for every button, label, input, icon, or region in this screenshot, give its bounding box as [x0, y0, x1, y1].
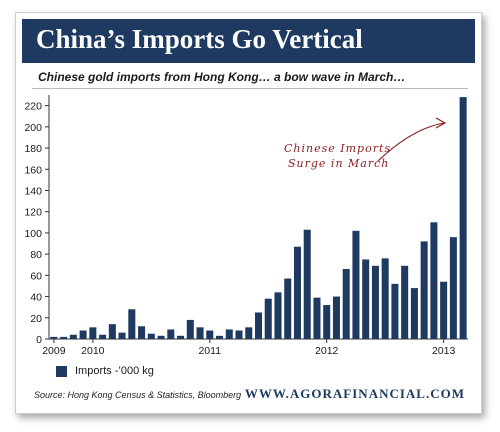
- title-banner: China’s Imports Go Vertical: [22, 19, 475, 63]
- y-tick-label: 180: [24, 143, 42, 155]
- bar: [225, 329, 233, 339]
- bar: [69, 334, 77, 339]
- bar-series: [50, 97, 467, 340]
- bar: [50, 336, 58, 339]
- chart-annotation: Chinese Imports Surge in March: [284, 117, 447, 170]
- x-axis: 2009 2010 2011 2012 2013: [42, 338, 468, 357]
- chart-subtitle: Chinese gold imports from Hong Kong… a b…: [38, 70, 406, 84]
- bar: [196, 327, 204, 339]
- legend-swatch: [56, 365, 67, 377]
- bar: [381, 258, 389, 339]
- bar: [410, 288, 418, 339]
- bar: [449, 237, 457, 339]
- bar: [284, 278, 292, 339]
- y-tick-label: 20: [30, 313, 42, 325]
- bar: [254, 312, 263, 339]
- bar: [147, 333, 155, 339]
- y-tick-label: 60: [30, 270, 42, 282]
- bar: [352, 230, 360, 339]
- bar: [420, 241, 428, 339]
- bar: [118, 332, 126, 339]
- chart-title: China’s Imports Go Vertical: [36, 24, 363, 54]
- bar: [99, 334, 107, 339]
- bar: [371, 265, 379, 339]
- bar: [206, 330, 214, 339]
- bar: [323, 305, 331, 339]
- annotation-line-1: Chinese Imports: [284, 142, 391, 155]
- bar: [167, 329, 175, 339]
- y-tick-label: 120: [24, 207, 42, 219]
- x-tick-label: 2013: [432, 345, 456, 357]
- x-tick-label: 2012: [315, 345, 339, 357]
- bar: [274, 292, 282, 339]
- bar: [342, 268, 350, 339]
- y-tick-label: 40: [30, 292, 42, 304]
- x-tick-label: 2009: [42, 345, 66, 357]
- bar: [186, 319, 194, 339]
- annotation-arrowhead: [435, 117, 447, 129]
- bar: [459, 97, 467, 340]
- bar: [391, 283, 399, 339]
- y-tick-label: 140: [24, 185, 42, 197]
- legend: Imports -’000 kg: [56, 365, 154, 377]
- bar: [332, 296, 340, 339]
- bar: [177, 335, 185, 339]
- annotation-arrow: [377, 122, 445, 162]
- bar: [430, 222, 438, 339]
- bar: [245, 327, 253, 339]
- bar: [216, 335, 224, 339]
- bar: [293, 246, 301, 339]
- y-tick-label: 100: [24, 228, 42, 240]
- bar: [138, 326, 146, 339]
- bar: [89, 327, 97, 339]
- bar: [264, 298, 272, 339]
- y-tick-label: 200: [24, 122, 42, 134]
- bar: [362, 259, 370, 339]
- annotation-line-2: Surge in March: [288, 157, 389, 170]
- chart-card: China’s Imports Go Vertical Chinese gold…: [15, 12, 482, 414]
- y-tick-label: 0: [36, 334, 42, 346]
- legend-label: Imports -’000 kg: [75, 365, 154, 377]
- source-note: Source: Hong Kong Census & Statistics, B…: [34, 390, 242, 400]
- x-tick-label: 2010: [81, 345, 105, 357]
- subtitle-divider: [32, 88, 468, 89]
- y-tick-label: 80: [30, 249, 42, 261]
- bar: [303, 229, 311, 339]
- bar: [401, 265, 409, 339]
- bar: [313, 297, 321, 339]
- y-tick-label: 220: [24, 101, 42, 113]
- y-axis: 0 20 40 60 80 100 120 140 160 180 200 220: [24, 95, 50, 346]
- x-tick-label: 2011: [198, 345, 221, 357]
- bar: [157, 335, 165, 339]
- bar: [128, 309, 136, 339]
- bar: [108, 324, 116, 339]
- bar: [79, 330, 87, 339]
- bar: [235, 330, 243, 339]
- site-url: WWW.AGORAFINANCIAL.COM: [244, 386, 465, 401]
- y-tick-label: 160: [24, 164, 42, 176]
- bar: [440, 281, 448, 339]
- bar: [60, 336, 68, 339]
